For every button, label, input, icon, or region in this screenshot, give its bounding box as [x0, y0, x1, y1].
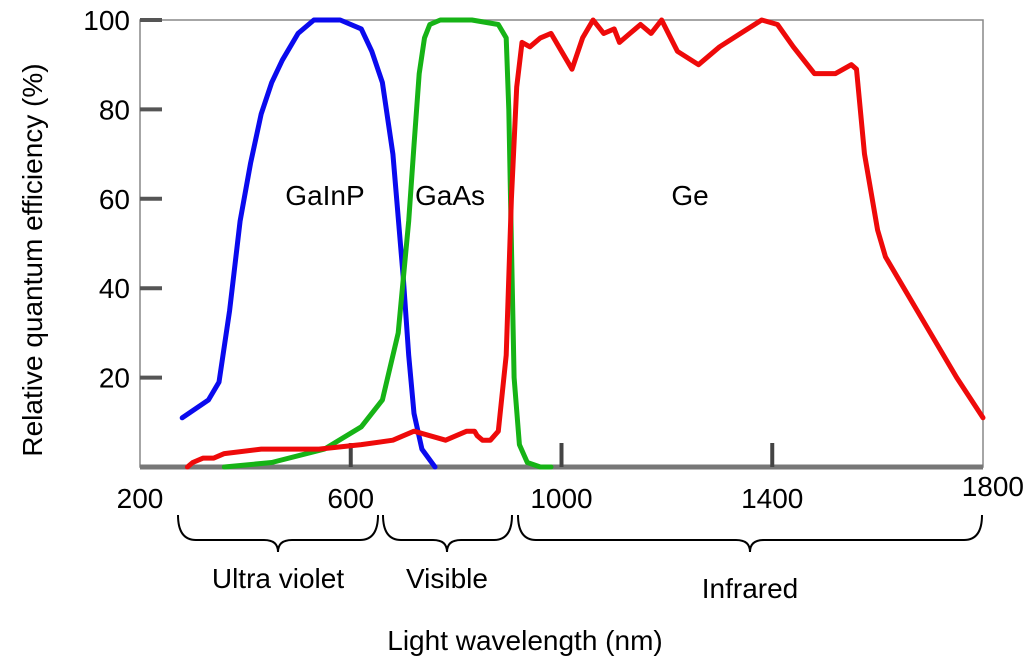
region-label: Visible [406, 563, 488, 594]
series-line-gaas [221, 17, 554, 470]
curve-label-gainp: GaInP [285, 180, 364, 211]
x-tick-label: 600 [327, 483, 374, 514]
region-brace [177, 514, 379, 553]
curve-label-ge: Ge [671, 180, 708, 211]
x-tick-label: 1800 [962, 471, 1024, 502]
region-label: Ultra violet [212, 563, 344, 594]
y-tick-label: 40 [99, 273, 130, 304]
region-brace [517, 514, 983, 553]
region-brace [382, 514, 513, 553]
y-tick-label: 20 [99, 363, 130, 394]
x-axis-title: Light wavelength (nm) [387, 625, 662, 656]
tick-labels: 20 40 60 80 100 200 600 1000 1400 1800 [83, 5, 1024, 514]
y-axis-title: Relative quantum efficiency (%) [17, 63, 48, 456]
series-line-ge [184, 17, 986, 470]
curve-label-gaas: GaAs [415, 180, 485, 211]
ticks [140, 18, 775, 467]
regions-layer: Ultra violet Visible Infrared [177, 514, 983, 604]
x-tick-label: 1000 [530, 483, 592, 514]
region-label: Infrared [702, 573, 799, 604]
y-tick-label: 100 [83, 5, 130, 36]
y-tick-label: 80 [99, 94, 130, 125]
x-tick-label: 200 [117, 483, 164, 514]
curve-labels: GaInP GaAs Ge [285, 180, 708, 211]
x-tick-label: 1400 [741, 483, 803, 514]
series-layer [179, 17, 986, 470]
series-line-gainp [179, 17, 438, 470]
y-tick-label: 60 [99, 184, 130, 215]
